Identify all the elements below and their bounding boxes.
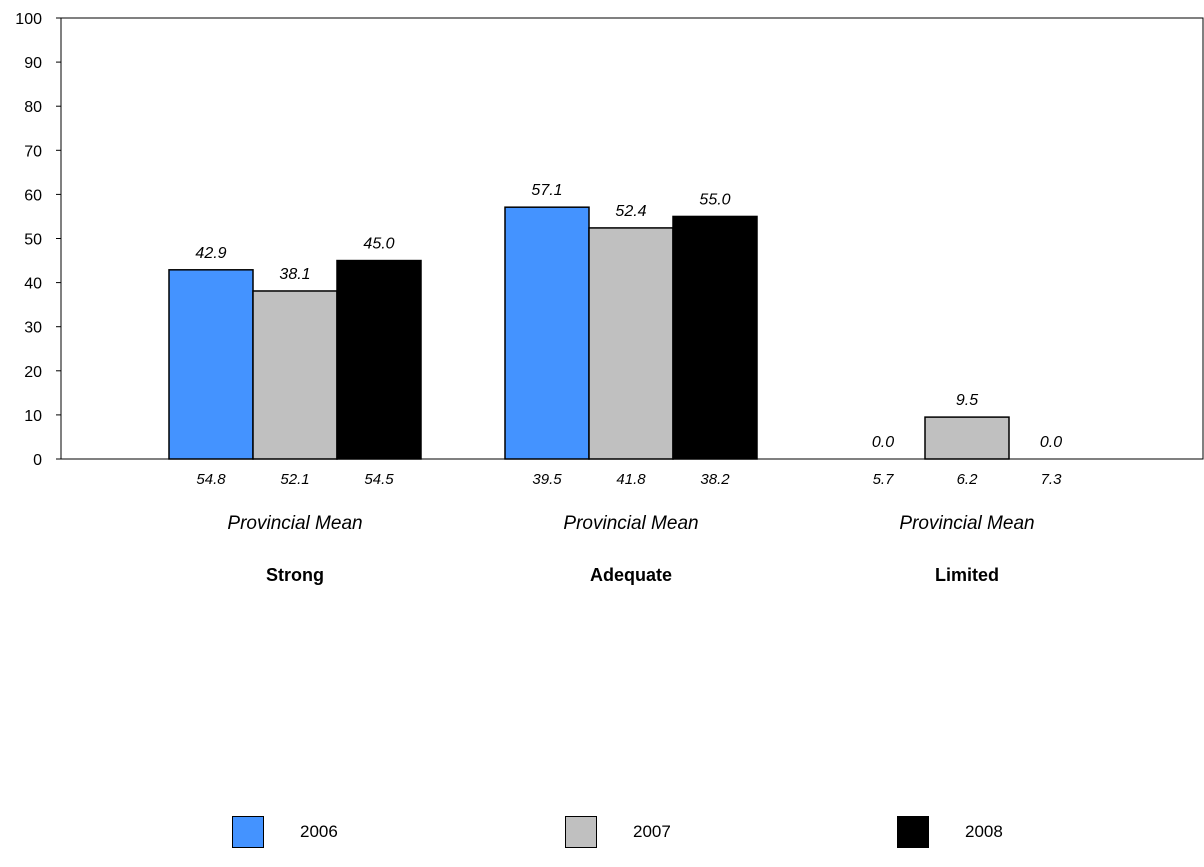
provincial-mean-value: 7.3 xyxy=(1041,471,1063,488)
y-tick-label: 40 xyxy=(24,276,42,293)
bar-adequate-2006 xyxy=(504,206,590,460)
provincial-mean-value: 54.8 xyxy=(196,471,226,488)
category-label-adequate: Adequate xyxy=(590,565,672,585)
bar-adequate-2007 xyxy=(588,227,674,460)
y-tick-label: 80 xyxy=(24,99,42,116)
bar-value-label: 57.1 xyxy=(531,182,562,199)
y-tick-label: 90 xyxy=(24,55,42,72)
y-tick-label: 30 xyxy=(24,320,42,337)
legend-item-2006: 2006 xyxy=(232,816,338,848)
bar-value-label: 0.0 xyxy=(1040,434,1062,451)
provincial-mean-value: 41.8 xyxy=(616,471,646,488)
bar-strong-2007 xyxy=(252,290,338,460)
bar-strong-2006 xyxy=(168,269,254,460)
bar-value-label: 45.0 xyxy=(363,236,394,253)
legend-swatch-2008 xyxy=(897,816,929,848)
bar-strong-2008 xyxy=(336,259,422,460)
bar-chart: 0 10 20 30 40 50 60 70 80 90 100 42.9 54.8 38.1 52.1 45… xyxy=(15,11,1204,585)
legend-label-2007: 2007 xyxy=(633,822,671,841)
legend-item-2007: 2007 xyxy=(565,816,671,848)
y-tick-label: 20 xyxy=(24,364,42,381)
provincial-mean-value: 52.1 xyxy=(280,471,309,488)
bar-value-label: 52.4 xyxy=(615,203,646,220)
legend-label-2006: 2006 xyxy=(300,822,338,841)
y-tick-label: 0 xyxy=(33,452,42,469)
bar-adequate-2008 xyxy=(672,215,758,460)
bar-value-label: 55.0 xyxy=(699,191,730,208)
bar-value-label: 38.1 xyxy=(279,266,310,283)
provincial-mean-label: Provincial Mean xyxy=(899,513,1034,534)
provincial-mean-value: 39.5 xyxy=(532,471,562,488)
bar-value-label: 0.0 xyxy=(872,434,894,451)
y-tick-label: 50 xyxy=(24,232,42,249)
provincial-mean-value: 54.5 xyxy=(364,471,394,488)
category-label-limited: Limited xyxy=(935,565,999,585)
legend: 2006 2007 2008 xyxy=(0,816,1204,856)
legend-swatch-2006 xyxy=(232,816,264,848)
y-tick-label: 10 xyxy=(24,408,42,425)
bar-value-label: 42.9 xyxy=(195,245,226,262)
bar-value-label: 9.5 xyxy=(956,392,978,409)
y-tick-label: 70 xyxy=(24,143,42,160)
provincial-mean-label: Provincial Mean xyxy=(563,513,698,534)
legend-item-2008: 2008 xyxy=(897,816,1003,848)
category-label-strong: Strong xyxy=(266,565,324,585)
y-tick-label: 100 xyxy=(15,11,42,28)
legend-label-2008: 2008 xyxy=(965,822,1003,841)
provincial-mean-value: 5.7 xyxy=(873,471,895,488)
bar-limited-2007 xyxy=(924,416,1010,460)
y-tick-label: 60 xyxy=(24,187,42,204)
provincial-mean-label: Provincial Mean xyxy=(227,513,362,534)
provincial-mean-value: 6.2 xyxy=(957,471,979,488)
legend-swatch-2007 xyxy=(565,816,597,848)
provincial-mean-value: 38.2 xyxy=(700,471,730,488)
